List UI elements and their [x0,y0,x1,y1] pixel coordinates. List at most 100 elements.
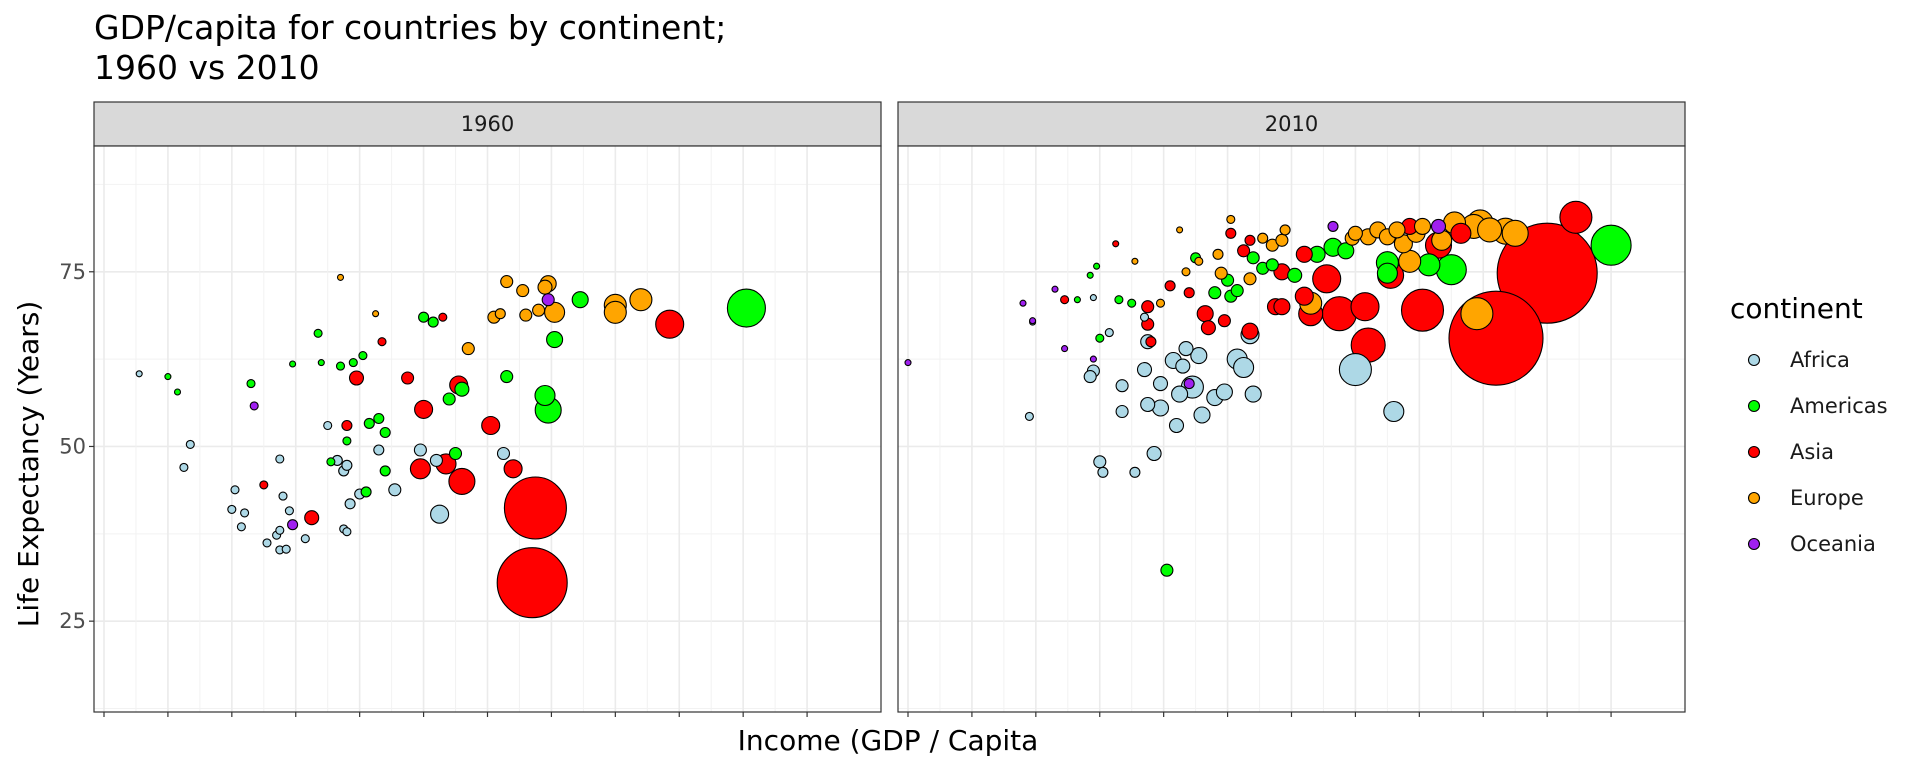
legend-title: continent [1730,292,1863,325]
data-point-asia [1196,305,1214,323]
data-point-americas [571,291,589,309]
data-point-africa [1140,396,1156,413]
data-point-asia [1350,292,1380,322]
data-point-asia [377,337,387,347]
data-point-europe [1226,214,1236,224]
data-point-asia [496,547,568,619]
chart-title: GDP/capita for countries by continent; 1… [94,8,726,88]
data-point-europe [1214,266,1228,280]
data-point-africa [281,544,291,554]
data-point-europe [1388,221,1406,239]
data-point-americas [1246,251,1260,265]
data-point-africa [1383,400,1405,423]
x-axis-title: Income (GDP / Capita [738,724,1039,757]
data-point-africa [496,446,511,461]
data-point-americas [1086,271,1094,279]
chart-title-line-1: GDP/capita for countries by continent; [94,8,727,47]
data-point-americas [1435,254,1467,286]
data-point-americas [313,328,323,338]
data-point-asia [1060,295,1070,305]
data-point-americas [546,331,564,349]
data-point-americas [289,360,297,368]
data-point-africa [373,444,385,456]
data-point-oceania [1183,378,1195,390]
data-point-asia [1273,298,1291,316]
data-point-americas [317,359,325,367]
data-point-asia [348,370,365,386]
data-point-europe [1181,267,1191,277]
data-point-africa [1244,385,1262,403]
legend-label-europe: Europe [1790,486,1864,510]
data-point-asia [1183,287,1195,299]
data-point-americas [342,436,352,446]
data-point-asia [1400,288,1445,332]
data-point-americas [1590,224,1632,266]
data-point-americas [1287,267,1303,283]
data-point-africa [1193,406,1211,424]
data-point-asia [409,458,431,480]
legend-label-americas: Americas [1790,394,1888,418]
data-point-europe [1279,224,1291,236]
data-point-oceania [541,293,555,307]
data-point-europe [603,300,627,324]
data-point-americas [1095,333,1105,343]
legend-label-asia: Asia [1790,440,1834,464]
data-point-africa [179,462,189,472]
data-point-europe [1413,217,1432,235]
data-point-europe [1194,256,1204,266]
data-point-europe [372,310,380,318]
data-point-americas [379,426,391,439]
data-point-europe [537,279,553,295]
data-point-europe [1431,229,1453,251]
data-point-asia [503,476,567,540]
data-point-americas [246,379,256,389]
legend-label-africa: Africa [1790,348,1850,372]
legend-key-oceania [1747,537,1761,551]
facet-strip-label: 1960 [461,112,514,136]
data-point-asia [448,467,476,495]
data-point-africa [1136,362,1153,378]
data-point-europe [500,275,514,289]
data-point-africa [1089,294,1097,302]
data-point-africa [1168,417,1185,434]
data-point-americas [379,465,391,477]
facet-strip-label: 2010 [1265,112,1318,136]
data-point-americas [173,388,182,396]
data-point-americas [1417,253,1441,277]
data-point-europe [1131,257,1139,265]
legend-label-oceania: Oceania [1790,532,1876,556]
data-point-europe [1176,226,1184,234]
data-point-europe [1347,225,1363,241]
data-point-americas [1127,298,1137,308]
data-point-europe [1501,219,1529,247]
data-point-europe [629,288,653,312]
data-point-africa [1139,312,1150,322]
data-point-americas [418,311,430,323]
data-point-asia [414,399,434,419]
facet-panel-2010: 2010 [897,101,1686,717]
data-point-americas [373,412,385,425]
data-point-africa [1152,376,1169,392]
data-point-europe [494,308,506,320]
data-point-europe [461,342,475,356]
data-point-asia [438,312,448,322]
data-point-europe [1275,233,1289,247]
data-point-africa [1178,341,1194,357]
data-point-africa [278,491,288,501]
data-point-oceania [1430,218,1447,234]
data-point-africa [1115,379,1129,393]
legend-key-americas [1747,399,1761,413]
data-point-asia [341,419,353,432]
data-point-americas [1073,296,1081,304]
data-point-africa [430,504,450,524]
data-point-africa [262,538,272,548]
data-point-europe [1212,248,1224,260]
legend-key-africa [1747,353,1761,367]
data-point-africa [284,506,294,516]
data-point-oceania [1061,345,1069,353]
data-point-asia [304,510,320,526]
data-point-oceania [1051,285,1059,293]
data-point-africa [429,453,443,467]
data-point-oceania [249,401,259,411]
y-tick-label: 75 [59,260,86,284]
